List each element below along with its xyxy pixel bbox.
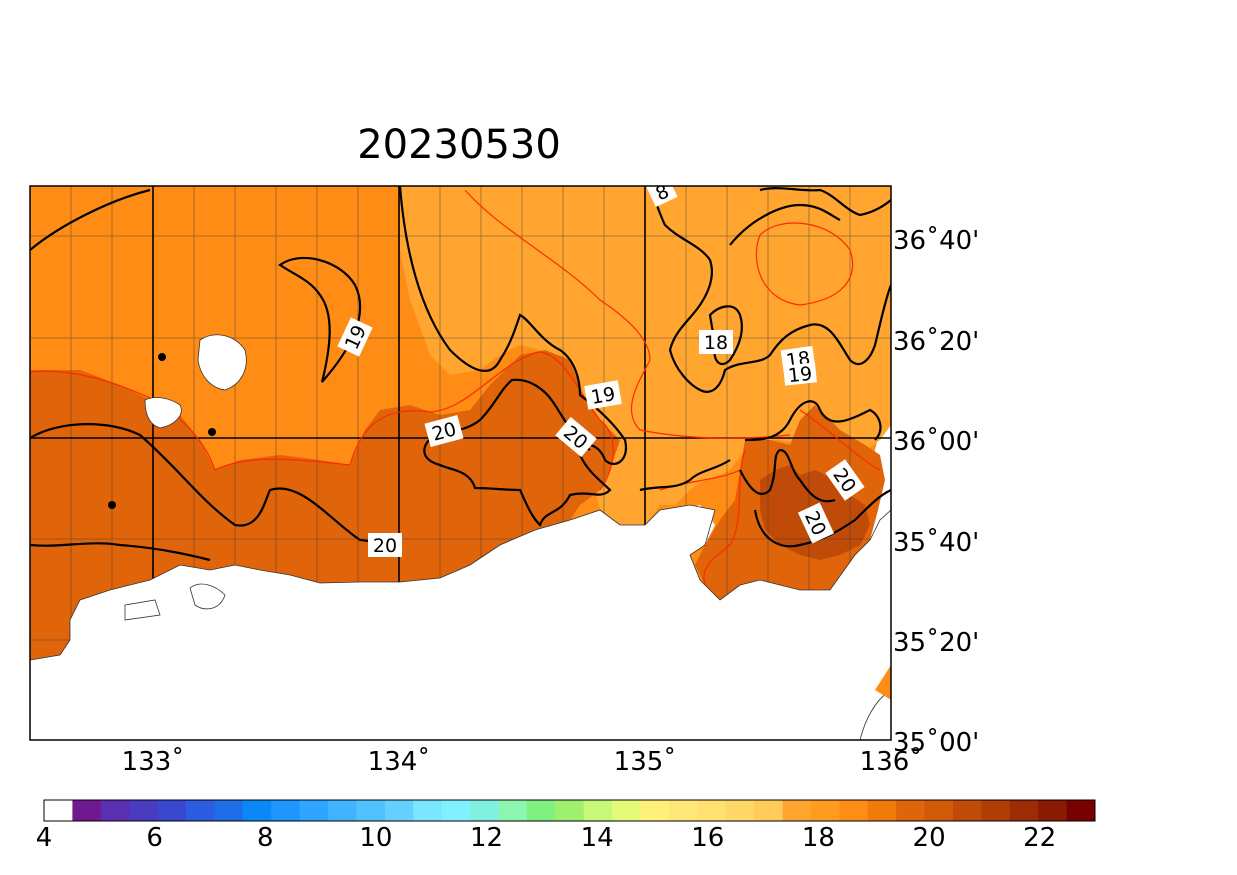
map-frame: [29, 185, 892, 741]
colorbar-swatch: [72, 800, 102, 821]
svg-text:19: 19: [787, 363, 813, 387]
colorbar-label: 16: [691, 823, 724, 853]
colorbar-label: 22: [1023, 823, 1056, 853]
major-contours: [30, 186, 891, 562]
colorbar-swatch: [157, 800, 187, 821]
eastern-peninsula-land: [875, 665, 891, 700]
colorbar-swatch: [1038, 800, 1067, 821]
contour-label: 20: [368, 533, 402, 557]
colorbar-swatch: [754, 800, 783, 821]
colorbar-swatch: [100, 800, 130, 821]
lon-tick-label: 136˚: [860, 747, 923, 777]
colorbar-swatch: [271, 800, 301, 821]
station-marker: [158, 353, 166, 361]
lat-tick-label: 36˚00': [893, 427, 979, 457]
colorbar-swatch: [186, 800, 215, 821]
colorbar-swatch: [441, 800, 471, 821]
colorbar-label: 14: [581, 823, 614, 853]
colorbar-label: 4: [36, 823, 53, 853]
lon-tick-labels: 133˚ 134˚ 135˚ 136˚: [122, 747, 923, 777]
colorbar-label: 8: [257, 823, 274, 853]
svg-text:20: 20: [373, 535, 397, 557]
colorbar: [43, 799, 1096, 822]
colorbar-swatch: [526, 800, 556, 821]
colorbar-swatch: [1066, 800, 1096, 821]
contour-label: 19: [783, 362, 817, 387]
colorbar-swatch: [1009, 800, 1039, 821]
lat-tick-labels: 36˚40' 36˚20' 36˚00' 35˚40' 35˚20' 35˚00…: [893, 226, 979, 758]
colorbar-swatch: [725, 800, 755, 821]
colorbar-frame: [43, 799, 1096, 822]
temperature-band-19-20: [30, 350, 620, 660]
colorbar-swatch: [129, 800, 159, 821]
colorbar-swatch: [242, 800, 272, 821]
lat-tick-label: 36˚40': [893, 226, 979, 256]
contour-label: 20: [424, 415, 464, 447]
station-marker: [108, 501, 116, 509]
contour-label: 8: [646, 186, 678, 208]
colorbar-swatch: [896, 800, 925, 821]
svg-text:18: 18: [704, 332, 728, 354]
lon-tick-label: 134˚: [368, 747, 431, 777]
colorbar-swatch: [668, 800, 698, 821]
lat-tick-label: 36˚20': [893, 327, 979, 357]
colorbar-swatch: [583, 800, 613, 821]
colorbar-swatch: [555, 800, 585, 821]
colorbar-swatch: [981, 800, 1011, 821]
contour-label: 18: [699, 330, 733, 354]
colorbar-swatch: [612, 800, 641, 821]
station-marker: [208, 428, 216, 436]
colorbar-swatch: [498, 800, 528, 821]
lat-tick-label: 35˚20': [893, 628, 979, 658]
colorbar-swatch: [867, 800, 897, 821]
map-title: 20230530: [357, 122, 561, 168]
colorbar-swatch: [384, 800, 414, 821]
coastlines: [30, 334, 891, 740]
colorbar-swatch: [810, 800, 840, 821]
colorbar-swatch: [640, 800, 670, 821]
lon-tick-label: 135˚: [614, 747, 677, 777]
contour-label: 19: [584, 380, 622, 410]
lat-tick-label: 35˚40': [893, 528, 979, 558]
colorbar-swatch: [356, 800, 386, 821]
colorbar-label: 20: [913, 823, 946, 853]
colorbar-swatch: [470, 800, 499, 821]
colorbar-swatch: [839, 800, 869, 821]
colorbar-swatch: [214, 800, 244, 821]
colorbar-swatch: [697, 800, 727, 821]
colorbar-swatch: [924, 800, 954, 821]
colorbar-label: 10: [359, 823, 392, 853]
colorbar-swatch: [952, 800, 982, 821]
lat-tick-label: 35˚00': [893, 728, 979, 758]
contour-labels: 8 19 18 18 19 19: [337, 186, 865, 557]
lon-tick-label: 133˚: [122, 747, 185, 777]
colorbar-swatch: [782, 800, 812, 821]
svg-text:19: 19: [589, 383, 617, 409]
colorbar-swatch: [299, 800, 329, 821]
colorbar-swatch: [328, 800, 357, 821]
colorbar-labels: 4 6 8 10 12 14 16 18 20 22: [36, 823, 1057, 853]
colorbar-label: 12: [470, 823, 503, 853]
colorbar-label: 18: [802, 823, 835, 853]
colorbar-swatch: [44, 800, 73, 821]
map-plot-area: 8 19 18 18 19 19: [30, 186, 891, 740]
station-markers: [108, 353, 216, 509]
colorbar-swatch: [413, 800, 443, 821]
colorbar-label: 6: [146, 823, 163, 853]
